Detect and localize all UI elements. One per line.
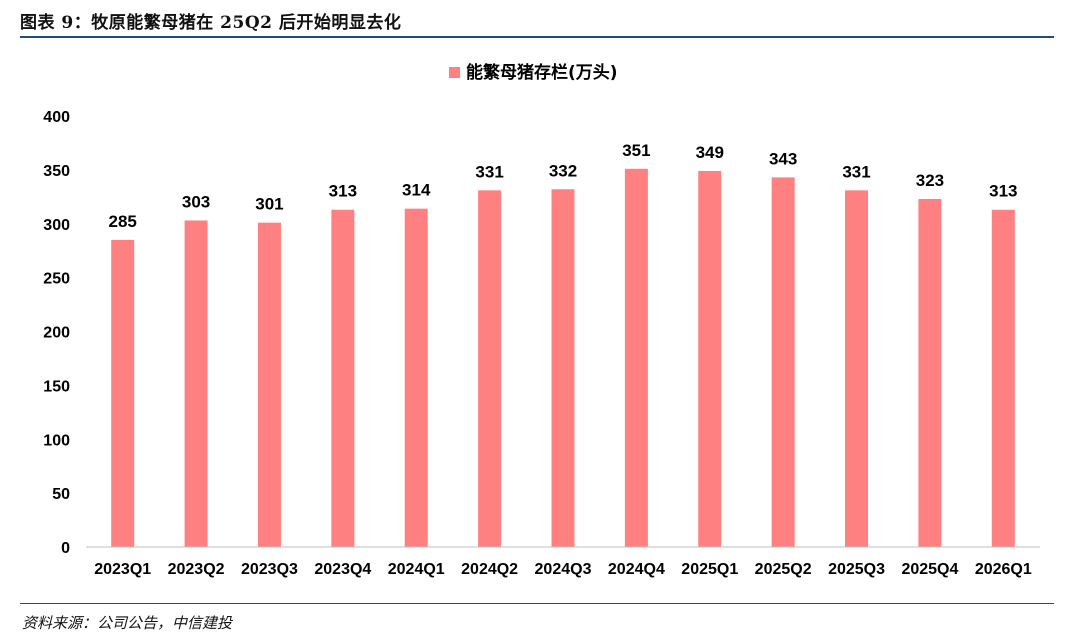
bar	[404, 208, 428, 548]
x-tick-label: 2023Q2	[168, 561, 225, 578]
data-label: 285	[109, 212, 137, 231]
y-tick-label: 400	[43, 109, 70, 126]
bar	[624, 168, 648, 548]
y-tick-label: 300	[43, 217, 70, 234]
x-tick-label: 2024Q1	[388, 561, 445, 578]
x-tick-label: 2025Q1	[681, 561, 738, 578]
data-label: 301	[255, 195, 283, 214]
bar	[184, 220, 208, 547]
y-axis: 0 50 100 150 200 250 300 350 400	[43, 109, 70, 557]
x-tick-label: 2024Q4	[608, 561, 665, 578]
bar	[991, 209, 1015, 547]
bar	[551, 189, 575, 547]
bar	[845, 190, 869, 547]
data-label: 313	[989, 182, 1017, 201]
data-label: 331	[842, 162, 870, 181]
bar	[111, 239, 135, 547]
bar	[771, 177, 795, 548]
data-label: 303	[182, 193, 210, 212]
data-label: 332	[549, 161, 577, 180]
data-label: 349	[696, 143, 724, 162]
x-tick-label: 2025Q4	[901, 561, 958, 578]
y-tick-label: 100	[43, 432, 70, 449]
legend-swatch	[449, 67, 460, 78]
x-tick-label: 2026Q1	[975, 561, 1032, 578]
y-tick-label: 350	[43, 163, 70, 180]
bar-chart: 能繁母猪存栏(万头) 0 50 100 150 200 250 300 350 400 285 3…	[43, 62, 1040, 578]
bar	[698, 170, 722, 547]
bars: 285 303 301 313 314 331 332 351 349 343 331 323 313	[109, 141, 1017, 548]
x-tick-label: 2023Q3	[241, 561, 298, 578]
y-tick-label: 200	[43, 325, 70, 342]
data-label: 351	[622, 141, 650, 160]
x-tick-label: 2024Q2	[461, 561, 518, 578]
y-tick-label: 150	[43, 378, 70, 395]
data-label: 331	[475, 162, 503, 181]
chart-title: 图表 9：牧原能繁母猪在 25Q2 后开始明显去化	[20, 13, 402, 33]
y-tick-label: 50	[52, 486, 70, 503]
bar	[918, 198, 942, 547]
x-axis: 2023Q1 2023Q2 2023Q3 2023Q4 2024Q1 2024Q2 2024…	[86, 546, 1040, 578]
y-tick-label: 250	[43, 271, 70, 288]
data-label: 343	[769, 149, 797, 168]
x-tick-label: 2023Q4	[314, 561, 371, 578]
x-tick-label: 2024Q3	[535, 561, 592, 578]
legend: 能繁母猪存栏(万头)	[449, 62, 618, 83]
legend-label: 能繁母猪存栏(万头)	[466, 62, 618, 83]
x-tick-label: 2023Q1	[94, 561, 151, 578]
footer-divider	[20, 603, 1054, 604]
y-tick-label: 0	[61, 540, 70, 557]
data-label: 313	[329, 182, 357, 201]
source-note: 资料来源：公司公告，中信建投	[22, 614, 233, 632]
data-label: 323	[916, 171, 944, 190]
bar	[257, 222, 281, 548]
bar	[478, 190, 502, 547]
data-label: 314	[402, 181, 431, 200]
bar	[331, 209, 355, 547]
title-divider	[20, 36, 1054, 38]
x-tick-label: 2025Q3	[828, 561, 885, 578]
x-tick-label: 2025Q2	[755, 561, 812, 578]
